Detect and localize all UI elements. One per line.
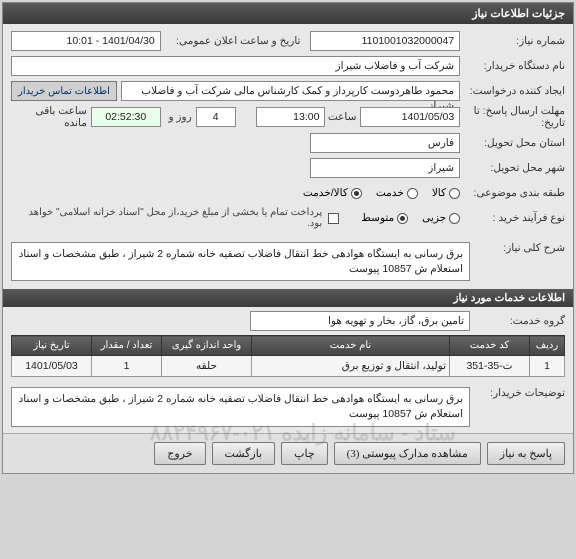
treasury-checkbox[interactable] (328, 213, 339, 224)
buyer-label: نام دستگاه خریدار: (460, 60, 565, 72)
province-field: فارس (310, 133, 460, 153)
buyer-notes-row: توضیحات خریدار: برق رسانی به ایستگاه هوا… (3, 381, 573, 432)
respond-button[interactable]: پاسخ به نیاز (487, 442, 565, 465)
remain-time-field: 02:52:30 (91, 107, 161, 127)
services-header: اطلاعات خدمات مورد نیاز (3, 289, 573, 307)
general-desc-row: شرح کلی نیاز: برق رسانی به ایستگاه هواده… (3, 236, 573, 287)
th-name: نام خدمت (252, 336, 450, 356)
subject-type-label: طبقه بندی موضوعی: (460, 187, 565, 199)
th-qty: تعداد / مقدار (92, 336, 162, 356)
th-code: کد خدمت (450, 336, 530, 356)
footer-bar: پاسخ به نیاز مشاهده مدارک پیوستی (3) چاپ… (3, 433, 573, 473)
buyer-notes-label: توضیحات خریدار: (470, 387, 565, 399)
cell-code: ت-35-351 (450, 356, 530, 377)
radio-medium[interactable]: متوسط (361, 212, 408, 224)
days-label: روز و (161, 111, 196, 123)
province-label: استان محل تحویل: (460, 137, 565, 149)
window-title: جزئیات اطلاعات نیاز (3, 3, 573, 24)
deadline-date-field: 1401/05/03 (360, 107, 460, 127)
details-window: جزئیات اطلاعات نیاز شماره نیاز: 11010010… (2, 2, 574, 474)
requester-field: محمود طاهردوست کارپرداز و کمک کارشناس ما… (121, 81, 460, 101)
city-label: شهر محل تحویل: (460, 162, 565, 174)
print-button[interactable]: چاپ (281, 442, 328, 465)
cell-qty: 1 (92, 356, 162, 377)
back-button[interactable]: بازگشت (212, 442, 276, 465)
days-field: 4 (196, 107, 236, 127)
gen-desc-label: شرح کلی نیاز: (470, 242, 565, 254)
buyer-notes-box: برق رسانی به ایستگاه هوادهی خط انتقال فا… (11, 387, 470, 426)
group-label: گروه خدمت: (470, 315, 565, 327)
contact-buyer-button[interactable]: اطلاعات تماس خریدار (11, 81, 117, 101)
th-date: تاریخ نیاز (12, 336, 92, 356)
services-table: ردیف کد خدمت نام خدمت واحد اندازه گیری ت… (11, 335, 565, 377)
form-area: شماره نیاز: 1101001032000047 تاریخ و ساع… (3, 24, 573, 236)
time-label: ساعت (325, 111, 360, 123)
requester-label: ایجاد کننده درخواست: (460, 85, 565, 97)
city-field: شیراز (310, 158, 460, 178)
treasury-note: پرداخت تمام یا بخشی از مبلغ خرید،از محل … (11, 207, 322, 229)
pub-date-field: 1401/04/30 - 10:01 (11, 31, 161, 51)
cell-name: تولید، انتقال و توزیع برق (252, 356, 450, 377)
attachments-button[interactable]: مشاهده مدارک پیوستی (3) (334, 442, 481, 465)
cell-idx: 1 (530, 356, 565, 377)
need-no-label: شماره نیاز: (460, 35, 565, 47)
table-header-row: ردیف کد خدمت نام خدمت واحد اندازه گیری ت… (12, 336, 565, 356)
need-no-field: 1101001032000047 (310, 31, 460, 51)
th-row: ردیف (530, 336, 565, 356)
remain-label: ساعت باقی مانده (11, 105, 91, 129)
cell-unit: حلقه (162, 356, 252, 377)
buy-type-group: جزیی متوسط (351, 212, 460, 224)
subject-type-group: کالا خدمت کالا/خدمت (293, 187, 460, 199)
table-row[interactable]: 1 ت-35-351 تولید، انتقال و توزیع برق حلق… (12, 356, 565, 377)
radio-small[interactable]: جزیی (422, 212, 460, 224)
radio-both[interactable]: کالا/خدمت (303, 187, 362, 199)
pub-date-label: تاریخ و ساعت اعلان عمومی: (161, 35, 301, 47)
buyer-field: شرکت آب و فاضلاب شیراز (11, 56, 460, 76)
gen-desc-box: برق رسانی به ایستگاه هوادهی خط انتقال فا… (11, 242, 470, 281)
buy-type-label: نوع فرآیند خرید : (460, 212, 565, 224)
th-unit: واحد اندازه گیری (162, 336, 252, 356)
group-field: تامین برق، گاز، بخار و تهویه هوا (250, 311, 470, 331)
radio-goods[interactable]: کالا (432, 187, 460, 199)
radio-service[interactable]: خدمت (376, 187, 418, 199)
exit-button[interactable]: خروج (154, 442, 205, 465)
deadline-label: مهلت ارسال پاسخ: تا تاریخ: (460, 105, 565, 129)
cell-date: 1401/05/03 (12, 356, 92, 377)
deadline-time-field: 13:00 (256, 107, 326, 127)
